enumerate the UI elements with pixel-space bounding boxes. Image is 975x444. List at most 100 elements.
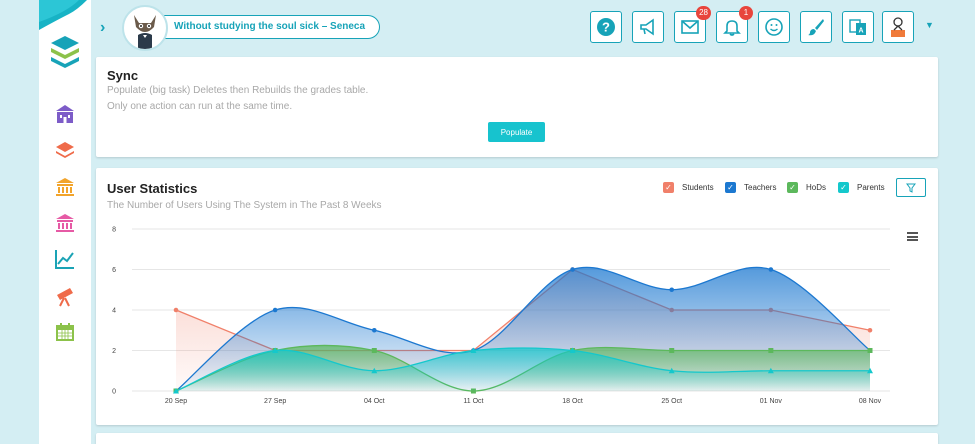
legend-label: Parents	[857, 182, 885, 192]
x-tick-label: 11 Oct	[463, 398, 483, 405]
left-strip	[0, 0, 39, 444]
sidebar-item-layers[interactable]	[51, 136, 79, 164]
line-chart-icon	[55, 250, 74, 269]
series-line-teachers	[175, 266, 871, 392]
data-point	[668, 367, 675, 374]
sidebar-item-school[interactable]	[51, 100, 79, 128]
checkbox-checked-icon: ✓	[725, 181, 736, 193]
paint-brush-icon	[808, 19, 824, 36]
x-tick-label: 27 Sep	[264, 398, 286, 405]
layers-icon	[56, 142, 74, 158]
smiley-icon	[765, 18, 783, 36]
sidebar-item-statistics[interactable]	[51, 245, 79, 273]
filter-button[interactable]	[896, 178, 926, 197]
sidebar-item-departments[interactable]	[51, 209, 79, 237]
fox-avatar-icon	[134, 15, 156, 49]
sidebar-item-explore[interactable]	[51, 282, 79, 310]
theme-button[interactable]	[800, 11, 832, 43]
data-point	[768, 348, 774, 353]
next-card	[96, 433, 938, 444]
sidebar-item-institution[interactable]	[51, 173, 79, 201]
translate-icon: A	[849, 19, 866, 35]
sidebar-toggle-chevron-icon[interactable]: ›	[100, 19, 106, 36]
user-statistics-chart: 0 2 4 6 8 20 Sep 27 Sep 04 Oct 11 Oct 18 Oct 25 Oc…	[112, 227, 890, 405]
data-point	[669, 287, 675, 293]
data-point	[867, 348, 873, 353]
data-point	[371, 367, 378, 374]
help-icon: ?	[597, 18, 615, 36]
bell-icon	[723, 20, 741, 36]
logo-flag-icon	[39, 0, 87, 30]
messages-button[interactable]: 28	[674, 6, 711, 43]
envelope-icon	[681, 20, 699, 34]
language-button[interactable]: A	[842, 11, 874, 43]
legend-item-teachers[interactable]: ✓ Teachers	[725, 180, 776, 194]
series-area-parents	[176, 347, 870, 391]
populate-button[interactable]: Populate	[488, 122, 545, 142]
chart-menu-hamburger-icon[interactable]	[907, 232, 918, 241]
data-point	[669, 348, 675, 353]
data-point	[371, 348, 377, 353]
data-point	[768, 267, 774, 272]
profile-button[interactable]	[882, 11, 914, 43]
x-tick-label: 25 Oct	[661, 398, 682, 405]
sidebar	[39, 0, 91, 444]
data-point	[569, 347, 576, 353]
sync-title: Sync	[107, 68, 139, 83]
notifications-button[interactable]: 1	[716, 6, 753, 43]
y-tick-label: 0	[112, 389, 116, 396]
svg-text:A: A	[858, 28, 863, 35]
data-point	[173, 388, 179, 394]
x-tick-label: 18 Oct	[562, 398, 583, 405]
sync-description-line2: Only one action can run at the same time…	[107, 101, 293, 112]
quote-pill: Without studying the soul sick – Seneca	[158, 15, 381, 39]
stats-subtitle: The Number of Users Using The System in …	[107, 200, 382, 211]
legend-label: HoDs	[806, 182, 827, 192]
school-building-icon	[56, 105, 74, 123]
messages-badge: 28	[696, 6, 711, 20]
data-point	[272, 307, 278, 313]
institution-icon	[56, 214, 74, 232]
data-point	[470, 347, 477, 353]
feedback-button[interactable]	[758, 11, 790, 43]
sync-card: Sync Populate (big task) Deletes then Re…	[96, 57, 938, 157]
help-button[interactable]: ?	[590, 11, 622, 43]
legend-label: Teachers	[744, 182, 777, 192]
app-logo-icon[interactable]	[45, 32, 85, 72]
data-point	[867, 367, 873, 374]
legend-item-parents[interactable]: ✓ Parents	[838, 180, 885, 194]
series-line-parents	[175, 347, 870, 392]
x-tick-label: 01 Nov	[760, 398, 783, 405]
legend-item-students[interactable]: ✓ Students	[663, 180, 714, 194]
legend-label: Students	[682, 182, 714, 192]
user-statistics-card: User Statistics The Number of Users Usin…	[96, 168, 938, 425]
announcements-button[interactable]	[632, 11, 664, 43]
checkbox-checked-icon: ✓	[838, 181, 849, 193]
y-tick-label: 4	[112, 308, 116, 315]
x-tick-label: 04 Oct	[364, 398, 385, 405]
y-tick-label: 6	[112, 267, 116, 274]
y-tick-label: 2	[112, 348, 116, 355]
calendar-icon	[56, 323, 74, 341]
institution-icon	[56, 178, 74, 196]
data-point	[371, 327, 377, 333]
telescope-icon	[57, 288, 73, 307]
svg-text:?: ?	[602, 20, 610, 35]
checkbox-checked-icon: ✓	[787, 181, 798, 193]
data-point	[767, 367, 774, 374]
sidebar-item-calendar[interactable]	[51, 318, 79, 346]
data-point	[570, 267, 575, 272]
avatar[interactable]	[122, 5, 168, 51]
x-tick-label: 20 Sep	[165, 398, 187, 405]
y-tick-label: 8	[112, 227, 116, 234]
legend-item-hods[interactable]: ✓ HoDs	[787, 180, 826, 194]
profile-dropdown-chevron-down-icon[interactable]: ▼	[925, 20, 934, 30]
checkbox-checked-icon: ✓	[663, 181, 674, 193]
megaphone-icon	[640, 18, 654, 36]
filter-funnel-icon	[906, 183, 916, 193]
data-point	[272, 347, 279, 353]
notifications-badge: 1	[739, 6, 753, 20]
stats-title: User Statistics	[107, 181, 198, 196]
user-profile-icon	[891, 17, 905, 37]
data-point	[867, 327, 873, 333]
